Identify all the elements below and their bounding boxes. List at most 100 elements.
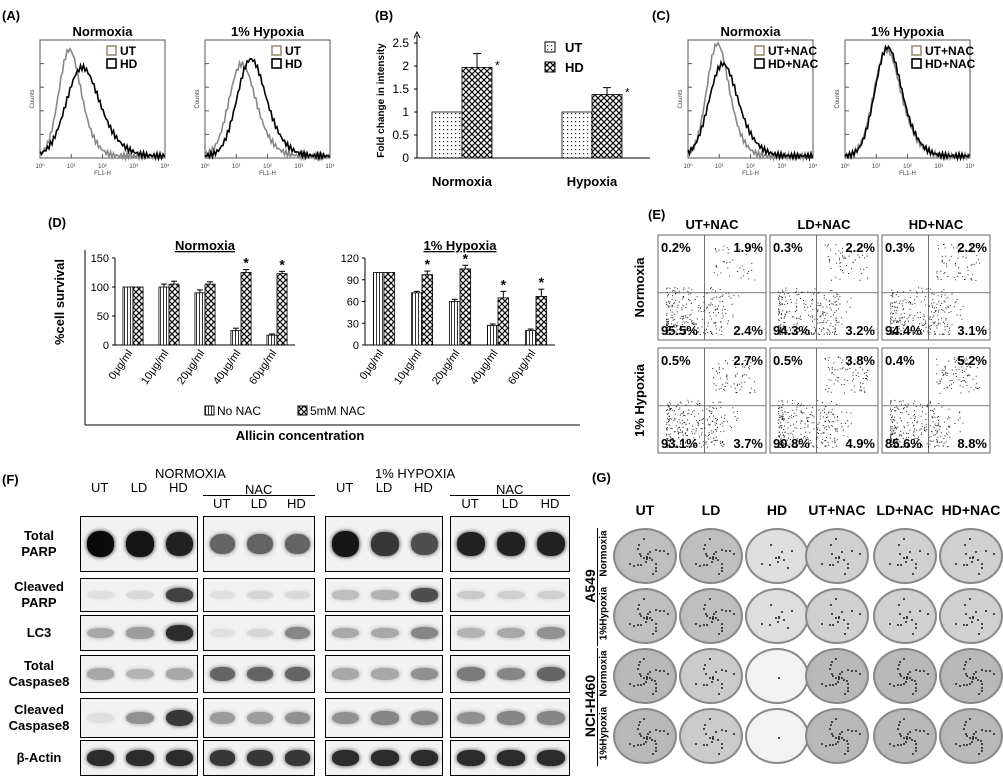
- panel-c-normoxia-legend-swatch: [754, 58, 765, 69]
- panel-a-normoxia-title: Normoxia: [73, 24, 134, 39]
- blot-lane-label: LD: [130, 480, 148, 495]
- panel-d-hypoxia-bar: [421, 274, 434, 346]
- blot-band: [457, 750, 485, 766]
- blot-band: [332, 750, 360, 766]
- panel-a-hypoxia-legend-label: UT: [285, 44, 302, 58]
- blot-band: [165, 531, 193, 557]
- panel-c-hypoxia-xtick-label: 10⁰: [840, 163, 850, 170]
- blot-strip: [80, 698, 198, 738]
- blot-band: [284, 627, 310, 639]
- panel-d-normoxia-bar: [158, 286, 170, 346]
- panel-b-legend-label: UT: [565, 40, 582, 55]
- panel-a-hypoxia-xtick-label: 10⁴: [325, 163, 335, 170]
- blot-row-label: β-Actin: [16, 750, 62, 765]
- panel-b-ytick-label: 0: [402, 151, 409, 165]
- blot-band: [371, 750, 399, 766]
- panel-e-col-label: UT+NAC: [685, 217, 739, 232]
- panel-e-q-upper-left: 0.5%: [661, 353, 691, 368]
- colony-plate: [613, 528, 677, 584]
- panel-b-label: (B): [375, 8, 394, 23]
- blot-band: [126, 627, 154, 639]
- blot-strip: [325, 655, 443, 693]
- blot-row-label: Cleaved Caspase8: [8, 702, 70, 733]
- colony-plate: [679, 528, 743, 584]
- nac-label: NAC: [245, 482, 273, 497]
- blot-band: [497, 627, 525, 639]
- blot-band: [457, 627, 485, 639]
- panel-a-hypoxia-xtick-label: 10¹: [232, 164, 241, 170]
- panel-g-col-label: UT+NAC: [808, 502, 866, 518]
- blot-lane-label: UT: [90, 480, 109, 495]
- blot-band: [210, 750, 236, 766]
- blot-strip: [450, 615, 570, 651]
- panel-d-normoxia-ytick-label: 0: [103, 340, 109, 352]
- panel-a-normoxia-curve-hd: [39, 61, 166, 162]
- panel-a-normoxia-xtick-label: 10⁴: [160, 163, 170, 170]
- panel-e-q-lower-left: 94.3%: [773, 323, 810, 338]
- nac-label: NAC: [496, 482, 524, 497]
- blot-band: [537, 750, 565, 766]
- colony-plate: [939, 528, 1003, 584]
- panel-e-q-lower-right: 3.7%: [733, 436, 763, 451]
- blot-band: [126, 750, 154, 766]
- panel-c-normoxia-xlabel: FL1-H: [742, 171, 759, 177]
- panel-d-normoxia-significance: *: [243, 255, 249, 271]
- panel-d-normoxia-significance: *: [279, 256, 285, 272]
- blot-band: [165, 750, 193, 766]
- blot-strip: [325, 740, 443, 776]
- blot-band: [371, 711, 399, 725]
- blot-band: [410, 588, 438, 602]
- panel-d-hypoxia-bar: [459, 268, 472, 346]
- hypoxia-header: 1% HYPOXIA: [375, 466, 456, 481]
- panel-e-q-upper-left: 0.3%: [773, 240, 803, 255]
- panel-d-hypoxia-bar: [524, 330, 537, 346]
- panel-d-normoxia-bar: [122, 286, 134, 346]
- panel-b-ytick-label: 0.5: [392, 128, 409, 142]
- panel-d-hypoxia-ytick-label: 30: [347, 318, 359, 330]
- panel-d-normoxia-category-label: 40μg/ml: [211, 348, 243, 387]
- colony-plate: [805, 528, 869, 584]
- blot-lane-label: UT: [212, 496, 231, 511]
- blot-band: [165, 709, 193, 727]
- panel-a-hypoxia-xtick-label: 10⁰: [200, 163, 210, 170]
- panel-d-hypoxia-significance: *: [463, 250, 469, 266]
- panel-e-q-lower-left: 85.6%: [885, 436, 922, 451]
- panel-d-legend-swatch: [204, 405, 215, 416]
- panel-e-plot-frame: [657, 347, 767, 454]
- colony-plate: [805, 648, 869, 704]
- panel-b-ytick-label: 1.5: [392, 82, 409, 96]
- panel-c-normoxia-legend-label: HD+NAC: [768, 57, 819, 71]
- panel-g-colony-plates: UT LD HD UT+NAC LD+NAC HD+NAC A549 NCI-H460 Norm…: [582, 490, 1003, 782]
- panel-a-hypoxia-title: 1% Hypoxia: [231, 24, 305, 39]
- panel-d-hypoxia-bar: [383, 272, 396, 346]
- panel-d-hypoxia-ytick-label: 60: [347, 297, 359, 309]
- blot-band: [126, 590, 154, 600]
- panel-d-label: (D): [48, 215, 67, 230]
- blot-band: [284, 590, 310, 600]
- blot-band: [247, 590, 273, 600]
- blot-strip: [450, 516, 570, 572]
- blot-band: [457, 711, 485, 725]
- blot-strip: [325, 516, 443, 572]
- panel-d-hypoxia-category-label: 20μg/ml: [430, 348, 462, 387]
- panel-e-q-upper-right: 2.2%: [957, 240, 987, 255]
- panel-a-normoxia-ylabel: Counts: [30, 89, 36, 108]
- panel-c-hypoxia-xtick-label: 10³: [934, 164, 943, 170]
- blot-strip: [203, 578, 315, 612]
- blot-band: [284, 533, 310, 555]
- panel-c-hypoxia-xtick-label: 10²: [903, 164, 912, 170]
- panel-a-normoxia-xlabel: FL1-H: [94, 171, 111, 177]
- panel-d-hypoxia-ytick-label: 120: [341, 253, 359, 265]
- blot-lane-label: LD: [375, 480, 393, 495]
- blot-band: [410, 667, 438, 681]
- panel-c-hypoxia-legend-swatch: [911, 45, 922, 56]
- blot-band: [87, 530, 115, 558]
- panel-d-normoxia-bar: [204, 283, 216, 346]
- colony-plate: [613, 708, 677, 764]
- panel-d-normoxia-bar: [276, 273, 288, 346]
- panel-d-hypoxia-category-label: 10μg/ml: [392, 348, 424, 387]
- panel-d-normoxia-ytick-label: 50: [97, 311, 109, 323]
- colony-plate: [939, 648, 1003, 704]
- panel-d-legend-swatch: [297, 405, 308, 416]
- panel-c-normoxia-ylabel: Counts: [678, 89, 684, 108]
